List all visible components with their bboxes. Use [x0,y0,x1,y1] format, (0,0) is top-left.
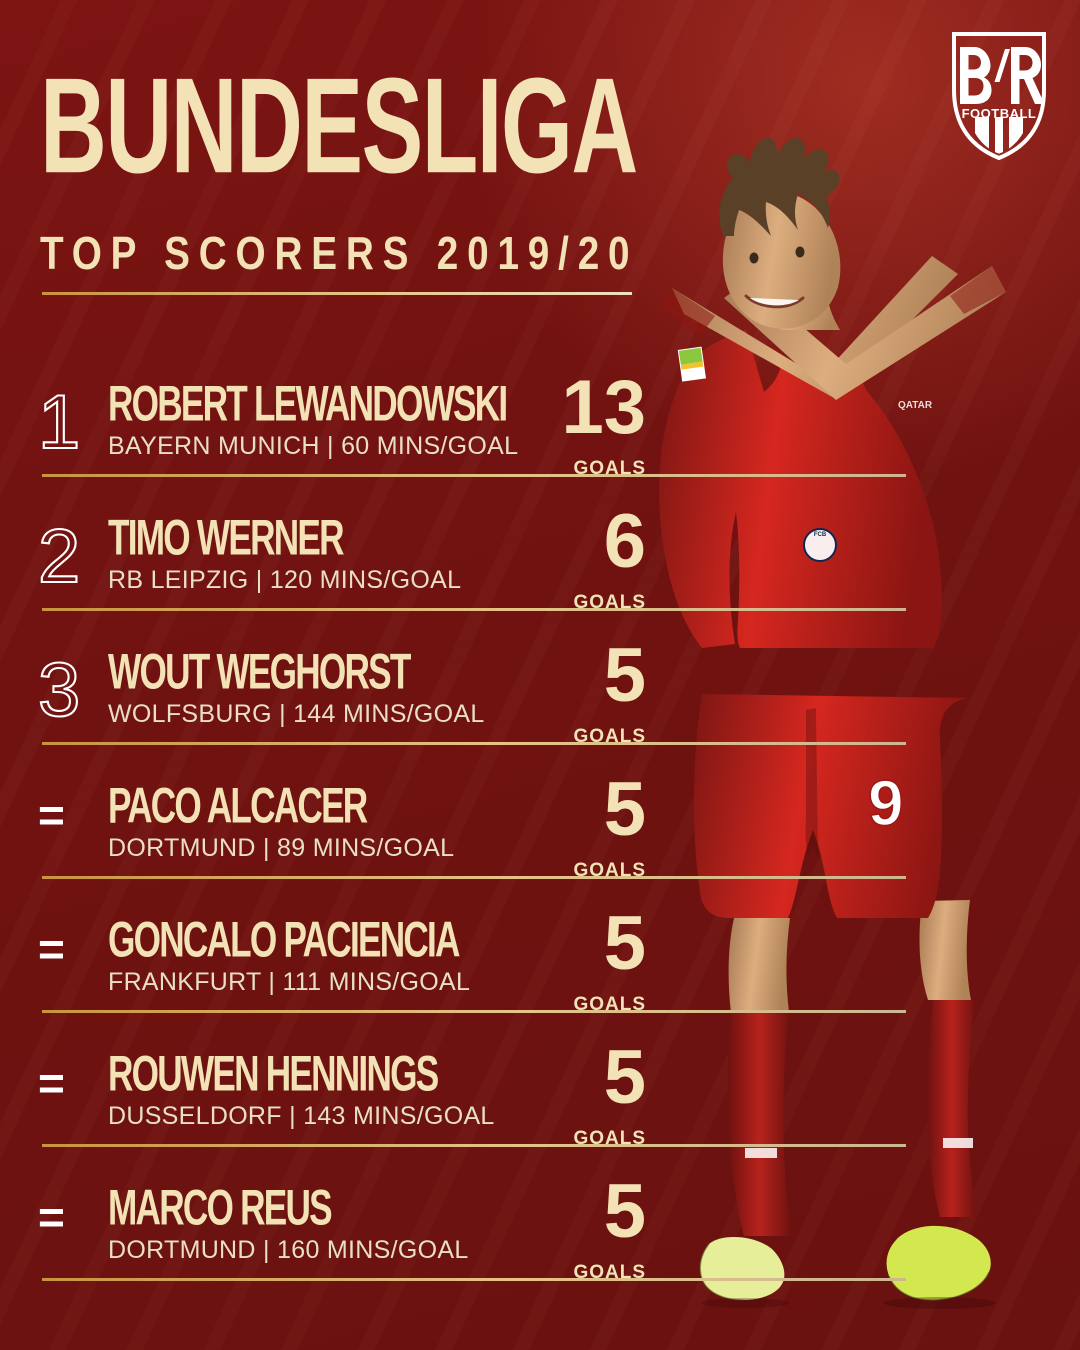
svg-text:QATAR: QATAR [898,400,933,411]
svg-text:3: 3 [38,648,80,733]
svg-text:FCB: FCB [814,532,827,538]
svg-text:1: 1 [38,380,80,465]
svg-text:9: 9 [868,767,904,839]
svg-text:2: 2 [38,514,80,599]
